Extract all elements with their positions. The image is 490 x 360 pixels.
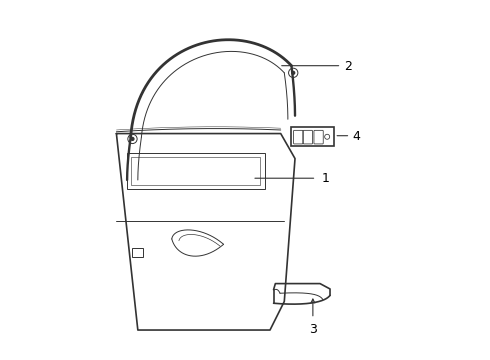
Bar (292, 127, 334, 146)
Text: 1: 1 (322, 172, 330, 185)
Circle shape (131, 138, 134, 140)
Bar (127, 153, 265, 189)
Text: 3: 3 (309, 323, 317, 336)
Bar (131, 157, 260, 185)
Circle shape (292, 71, 294, 74)
Bar (132, 248, 143, 257)
Text: 2: 2 (344, 60, 352, 73)
Text: 4: 4 (352, 130, 360, 143)
